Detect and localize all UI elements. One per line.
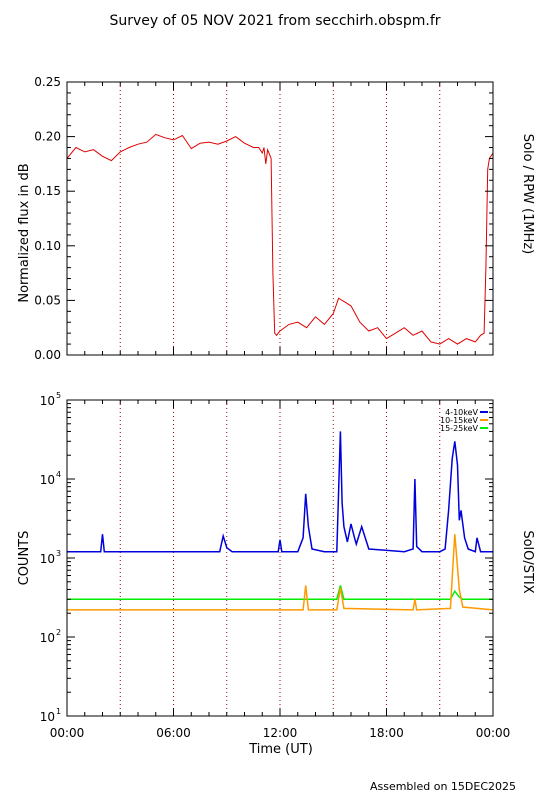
rpw-y-tick-label: 0.10 — [34, 239, 61, 253]
stix-legend-label: 15-25keV — [440, 424, 479, 433]
stix-y-tick-exponent: 4 — [56, 470, 61, 479]
stix-y-tick-label: 10 — [40, 394, 55, 408]
stix-y-tick-label: 10 — [40, 473, 55, 487]
stix-x-tick-label: 06:00 — [156, 726, 191, 740]
stix-x-axis-label: Time (UT) — [248, 742, 313, 757]
stix-y-tick-exponent: 1 — [56, 707, 61, 716]
rpw-y-tick-label: 0.00 — [34, 348, 61, 362]
stix-y-axis-label: COUNTS — [17, 531, 32, 586]
rpw-chart: Normalized flux in dB Solo / RPW (1MHz) … — [17, 75, 535, 362]
rpw-flux-series — [66, 133, 494, 345]
stix-chart: COUNTS SolO/STIX Time (UT) 10 110 210 310 41… — [17, 391, 535, 757]
stix-y-tick-exponent: 5 — [56, 391, 61, 400]
stix-y-tick-exponent: 2 — [56, 628, 61, 637]
stix-series-10-15kev — [67, 534, 494, 611]
stix-series-4-10kev — [67, 431, 493, 553]
stix-y-tick-label: 10 — [40, 552, 55, 566]
stix-legend-label: 10-15keV — [440, 416, 479, 425]
stix-x-tick-label: 00:00 — [50, 726, 85, 740]
page-title: Survey of 05 NOV 2021 from secchirh.obsp… — [109, 13, 440, 29]
stix-y-tick-exponent: 3 — [56, 549, 61, 558]
rpw-right-label: Solo / RPW (1MHz) — [520, 134, 535, 255]
assembled-footer: Assembled on 15DEC2025 — [370, 780, 516, 793]
stix-right-label: SolO/STIX — [520, 530, 535, 593]
rpw-y-tick-label: 0.20 — [34, 130, 61, 144]
stix-y-tick-label: 10 — [40, 710, 55, 724]
rpw-y-tick-label: 0.25 — [34, 75, 61, 89]
stix-y-tick-label: 10 — [40, 631, 55, 645]
stix-legend-label: 4-10keV — [445, 408, 478, 417]
stix-x-tick-label: 18:00 — [369, 726, 404, 740]
rpw-y-axis-label: Normalized flux in dB — [17, 163, 32, 302]
rpw-y-tick-label: 0.05 — [34, 293, 61, 307]
stix-x-tick-label: 00:00 — [476, 726, 511, 740]
stix-x-tick-label: 12:00 — [263, 726, 298, 740]
rpw-y-tick-label: 0.15 — [34, 184, 61, 198]
